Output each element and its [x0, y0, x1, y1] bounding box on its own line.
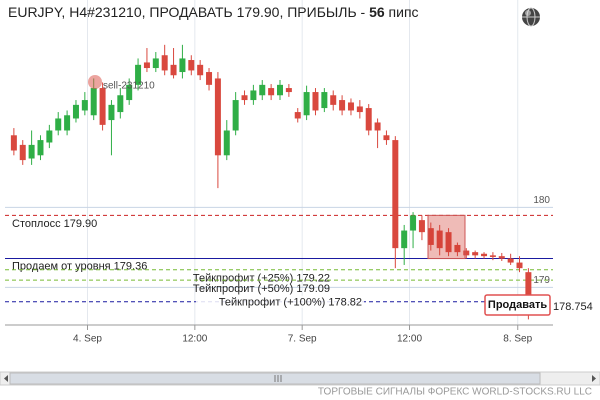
y-tick-label: 180: [533, 195, 550, 206]
candle-body: [472, 252, 479, 256]
candle-body: [383, 135, 390, 141]
x-tick-label: 7. Sep: [288, 334, 317, 345]
candle-body: [143, 62, 150, 69]
signal-button[interactable]: Продавать: [488, 299, 547, 311]
candle-body: [197, 64, 204, 76]
candle-body: [516, 262, 523, 269]
candle-body: [285, 88, 292, 93]
globe-icon[interactable]: [522, 7, 540, 27]
candle-body: [135, 64, 142, 85]
overlay: sell-231210 178.754 Продавать: [88, 75, 598, 316]
signal-box: [484, 294, 551, 316]
candle-body: [170, 64, 177, 76]
candle-body: [365, 108, 372, 131]
candle-body: [55, 118, 62, 131]
y-tick-label: 179: [533, 275, 550, 286]
candle-body: [188, 60, 195, 71]
candle-body: [392, 140, 399, 249]
candle-body: [374, 122, 381, 131]
candle-body: [303, 92, 310, 116]
candle-body: [445, 232, 452, 253]
grid: 4. Sep 12:00 7. Sep 12:00 8. Sep 180 179: [5, 0, 553, 345]
x-tick-label: 4. Sep: [73, 334, 102, 345]
candle-body: [330, 95, 337, 105]
candle-body: [339, 100, 346, 111]
candle-body: [99, 88, 106, 125]
x-tick-label: 12:00: [397, 334, 422, 345]
candle-body: [232, 100, 239, 131]
candle-body: [312, 92, 319, 111]
sell-marker-label: sell-231210: [103, 81, 155, 92]
candle-body: [72, 104, 79, 119]
candle-body: [401, 230, 408, 249]
candle-body: [507, 258, 514, 263]
candle-body: [277, 84, 283, 96]
candle-body: [214, 78, 221, 156]
candle-body: [436, 230, 443, 249]
candle-body: [259, 84, 266, 96]
footer: ТОРГОВЫЕ СИГНАЛЫ ФОРЕКС WORLD-STOCKS.RU …: [318, 387, 592, 398]
candle-body: [250, 90, 257, 101]
candle-body: [241, 95, 248, 101]
candle-body: [294, 112, 301, 119]
x-tick-label: 12:00: [182, 334, 207, 345]
scrollbar[interactable]: [0, 371, 600, 386]
candle-body: [347, 102, 354, 111]
candle-body: [64, 115, 71, 131]
candles: [10, 44, 532, 320]
level-label: Тейкпрофит (+25%) 179.22: [193, 273, 330, 285]
candle-body: [223, 130, 230, 156]
candle-body: [10, 135, 17, 151]
candle-body: [481, 253, 488, 257]
candle-body: [463, 250, 470, 256]
label-bg: [196, 295, 364, 308]
candle-body: [321, 92, 328, 109]
level-label: Тейкпрофит (+100%) 178.82: [219, 297, 362, 309]
level-label: Стоплосс 179.90: [12, 218, 97, 230]
title-pips: 56: [369, 4, 385, 20]
candle-body: [418, 220, 425, 233]
candle-body: [19, 144, 26, 161]
price-label-box: [551, 300, 598, 315]
candle-body: [268, 88, 275, 96]
current-price-label: 178.754: [553, 301, 593, 313]
candle-body: [161, 55, 168, 71]
candle-body: [206, 72, 213, 85]
candle-body: [126, 84, 133, 101]
candle-body: [108, 104, 115, 121]
candle-body: [356, 106, 363, 113]
candle-body: [46, 130, 53, 143]
candle-body: [427, 228, 434, 245]
x-tick-label: 8. Sep: [503, 334, 532, 345]
candle-body: [90, 88, 97, 116]
level-label: Тейкпрофит (+50%) 179.09: [193, 283, 330, 295]
candle-body: [152, 58, 159, 69]
chart-title: EURJPY, H4#231210, ПРОДАВАТЬ 179.90, ПРИ…: [8, 4, 419, 20]
sell-marker: [88, 75, 102, 89]
candle-body: [498, 256, 505, 259]
candle-body: [179, 58, 186, 73]
candle-body: [489, 255, 496, 257]
candle-body: [454, 244, 461, 253]
candle-body: [81, 100, 88, 111]
candle-body: [28, 144, 35, 159]
title-prefix: EURJPY, H4#231210, ПРОДАВАТЬ 179.90, ПРИ…: [8, 4, 370, 20]
candle-body: [37, 140, 44, 156]
candle-body: [525, 272, 532, 296]
title-suffix: пипс: [384, 4, 419, 20]
level-label: Продаем от уровня 179.36: [12, 260, 147, 272]
candle-body: [117, 95, 124, 113]
entry-zone: [427, 214, 466, 260]
levels: Стоплосс 179.90 Продаем от уровня 179.36 Т…: [5, 214, 553, 309]
candle-body: [410, 215, 417, 231]
